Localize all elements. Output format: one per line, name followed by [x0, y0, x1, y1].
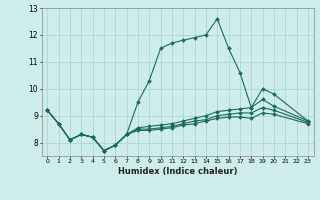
X-axis label: Humidex (Indice chaleur): Humidex (Indice chaleur) [118, 167, 237, 176]
